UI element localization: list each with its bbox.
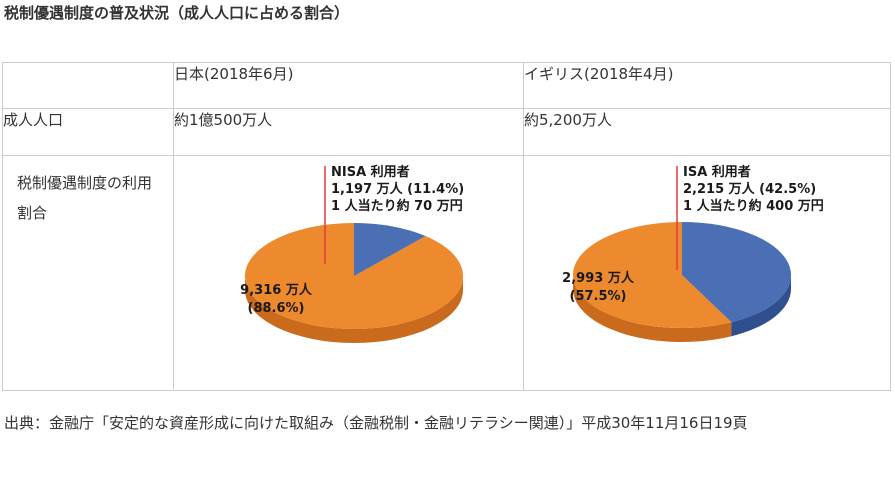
major-slice-label: 2,993 万人: [562, 270, 635, 286]
minor-slice-label: ISA 利用者: [683, 164, 751, 180]
pie-slice-minor: [682, 222, 791, 323]
usage-ratio-row: 税制優遇制度の利用割合 NISA 利用者 1,197 万人 (11.4%) 1 人当…: [2, 155, 891, 391]
header-empty: [2, 62, 174, 109]
header-japan: 日本(2018年6月): [173, 62, 524, 109]
minor-slice-note: 1 人当たり約 70 万円: [331, 198, 463, 214]
minor-slice-count: 1,197 万人 (11.4%): [331, 181, 464, 197]
pie-slice-minor: [354, 223, 426, 276]
minor-slice-note: 1 人当たり約 400 万円: [683, 198, 824, 214]
major-slice-percent: (88.6%): [248, 301, 305, 316]
comparison-table: 日本(2018年6月) イギリス(2018年4月) 成人人口 約1億500万人 …: [2, 62, 891, 391]
japan-chart-cell: NISA 利用者 1,197 万人 (11.4%) 1 人当たり約 70 万円 9,3…: [173, 155, 524, 391]
page-title: 税制優遇制度の普及状況（成人人口に占める割合）: [4, 4, 350, 22]
header-uk: イギリス(2018年4月): [523, 62, 891, 109]
uk-adult-population: 約5,200万人: [523, 108, 891, 156]
row-label-usage-ratio: 税制優遇制度の利用割合: [2, 155, 174, 391]
row-label-adult-population: 成人人口: [2, 108, 174, 156]
pie-side-major: [573, 275, 732, 342]
major-slice-label: 9,316 万人: [240, 282, 313, 298]
adult-population-row: 成人人口 約1億500万人 約5,200万人: [2, 108, 891, 156]
major-slice-percent: (57.5%): [570, 289, 627, 304]
source-note: 出典：金融庁「安定的な資産形成に向けた取組み（金融税制・金融リテラシー関連）」平…: [4, 414, 748, 432]
pie-side-minor: [731, 275, 791, 337]
japan-adult-population: 約1億500万人: [173, 108, 524, 156]
pie-slice-major: [244, 223, 463, 329]
minor-slice-count: 2,215 万人 (42.5%): [683, 181, 816, 197]
uk-chart-cell: ISA 利用者 2,215 万人 (42.5%) 1 人当たり約 400 万円 2,9…: [523, 155, 891, 391]
minor-slice-label: NISA 利用者: [331, 164, 410, 180]
pie-slice-major: [573, 222, 732, 328]
header-row: 日本(2018年6月) イギリス(2018年4月): [2, 62, 891, 109]
pie-side-major: [245, 276, 463, 343]
